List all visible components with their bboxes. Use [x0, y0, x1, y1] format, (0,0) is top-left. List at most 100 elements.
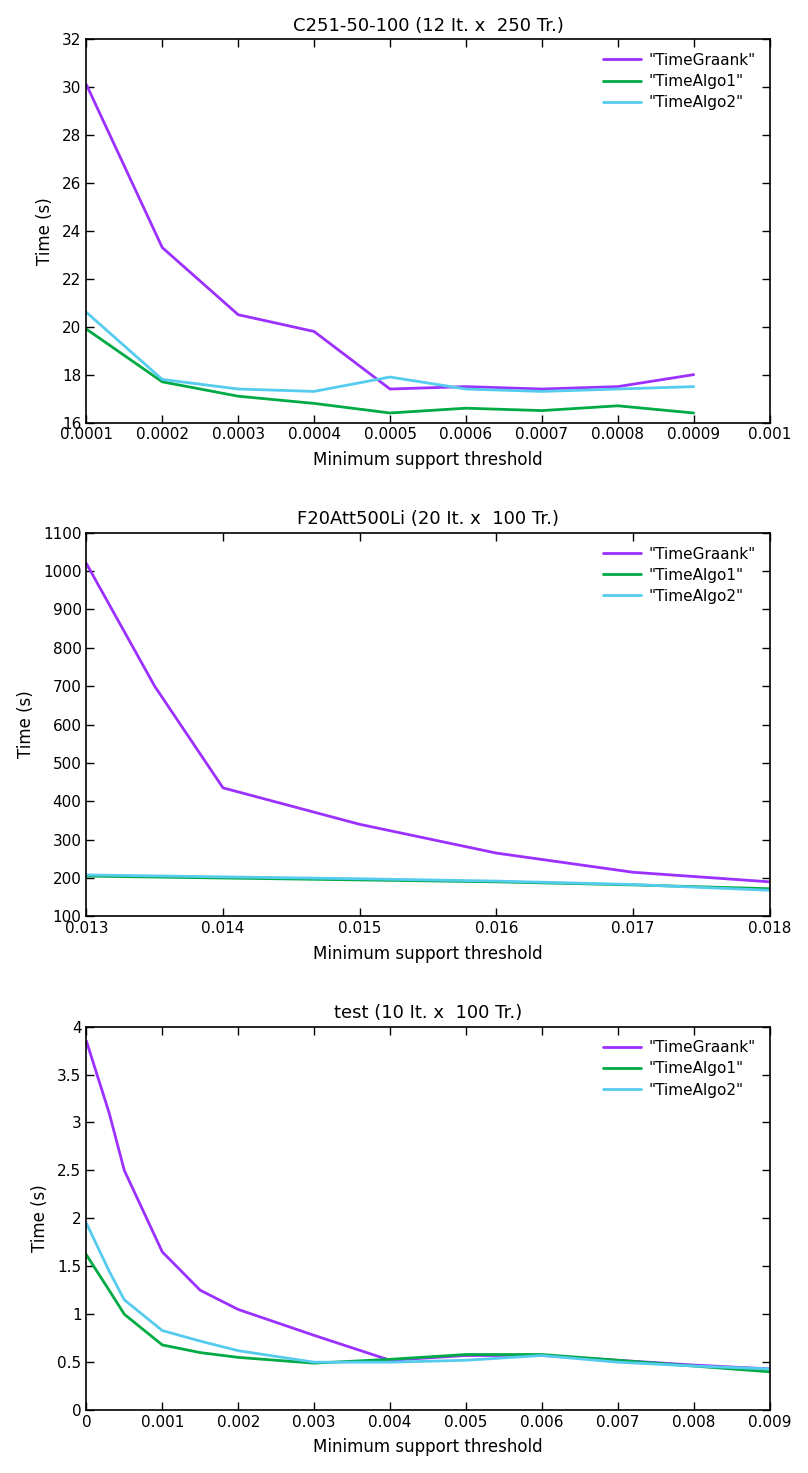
"TimeAlgo2" [196, 1332, 205, 1349]
"TimeGraank" [158, 239, 167, 256]
"TimeAlgo2" [234, 380, 243, 398]
"TimeAlgo2" [613, 380, 623, 398]
Line: "TimeAlgo1": "TimeAlgo1" [86, 876, 769, 888]
Title: C251-50-100 (12 It. x  250 Tr.): C251-50-100 (12 It. x 250 Tr.) [292, 16, 563, 35]
"TimeAlgo1" [158, 1336, 167, 1354]
"TimeGraank" [82, 1033, 91, 1050]
X-axis label: Minimum support threshold: Minimum support threshold [314, 451, 543, 468]
"TimeAlgo1" [120, 1305, 129, 1323]
"TimeAlgo2" [309, 1354, 319, 1371]
Line: "TimeGraank": "TimeGraank" [86, 84, 694, 389]
Y-axis label: Time (s): Time (s) [17, 691, 35, 759]
"TimeAlgo2" [355, 871, 364, 888]
"TimeGraank" [385, 1351, 395, 1368]
Line: "TimeAlgo2": "TimeAlgo2" [86, 1223, 769, 1368]
"TimeAlgo1" [355, 871, 364, 888]
"TimeAlgo1" [104, 1282, 114, 1299]
"TimeGraank" [537, 1346, 547, 1364]
"TimeGraank" [355, 816, 364, 834]
Line: "TimeAlgo2": "TimeAlgo2" [86, 875, 769, 890]
"TimeAlgo1" [461, 1346, 471, 1364]
"TimeAlgo1" [218, 869, 228, 887]
"TimeAlgo2" [104, 1262, 114, 1280]
"TimeGraank" [689, 365, 699, 383]
"TimeAlgo2" [158, 1321, 167, 1339]
"TimeGraank" [120, 1162, 129, 1180]
"TimeAlgo1" [158, 373, 167, 390]
"TimeAlgo2" [218, 868, 228, 885]
"TimeGraank" [613, 377, 623, 395]
"TimeAlgo1" [689, 1357, 699, 1374]
"TimeAlgo1" [764, 1363, 774, 1380]
"TimeAlgo1" [613, 1351, 623, 1368]
"TimeGraank" [461, 1346, 471, 1364]
"TimeGraank" [82, 75, 91, 93]
"TimeGraank" [234, 306, 243, 324]
Line: "TimeAlgo2": "TimeAlgo2" [86, 312, 694, 392]
"TimeAlgo1" [196, 1343, 205, 1361]
"TimeGraank" [149, 678, 159, 695]
"TimeGraank" [613, 1351, 623, 1368]
"TimeGraank" [309, 323, 319, 340]
Y-axis label: Time (s): Time (s) [36, 197, 54, 265]
"TimeAlgo1" [234, 1349, 243, 1367]
"TimeAlgo2" [491, 872, 501, 890]
Line: "TimeGraank": "TimeGraank" [86, 1041, 769, 1368]
"TimeAlgo2" [764, 1360, 774, 1377]
"TimeAlgo1" [309, 1354, 319, 1371]
"TimeAlgo1" [385, 1351, 395, 1368]
"TimeAlgo2" [82, 1214, 91, 1231]
"TimeAlgo2" [537, 1346, 547, 1364]
Y-axis label: Time (s): Time (s) [31, 1184, 49, 1252]
"TimeAlgo2" [234, 1342, 243, 1360]
"TimeGraank" [628, 863, 638, 881]
"TimeAlgo2" [461, 380, 471, 398]
"TimeAlgo2" [689, 1357, 699, 1374]
Line: "TimeAlgo1": "TimeAlgo1" [86, 328, 694, 412]
"TimeGraank" [385, 380, 395, 398]
Title: F20Att500Li (20 It. x  100 Tr.): F20Att500Li (20 It. x 100 Tr.) [297, 511, 559, 529]
"TimeAlgo2" [120, 1290, 129, 1308]
"TimeAlgo1" [385, 404, 395, 421]
"TimeAlgo1" [628, 876, 638, 894]
"TimeAlgo1" [537, 1346, 547, 1364]
Legend: "TimeGraank", "TimeAlgo1", "TimeAlgo2": "TimeGraank", "TimeAlgo1", "TimeAlgo2" [596, 47, 762, 116]
"TimeAlgo2" [689, 377, 699, 395]
"TimeGraank" [491, 844, 501, 862]
"TimeGraank" [158, 1243, 167, 1261]
"TimeAlgo1" [613, 396, 623, 414]
"TimeGraank" [309, 1327, 319, 1345]
Line: "TimeGraank": "TimeGraank" [86, 564, 769, 882]
"TimeAlgo1" [537, 402, 547, 420]
"TimeAlgo2" [385, 1354, 395, 1371]
"TimeGraank" [234, 1301, 243, 1318]
Legend: "TimeGraank", "TimeAlgo1", "TimeAlgo2": "TimeGraank", "TimeAlgo1", "TimeAlgo2" [596, 541, 762, 610]
"TimeGraank" [689, 1357, 699, 1374]
"TimeGraank" [218, 779, 228, 797]
"TimeGraank" [196, 1282, 205, 1299]
"TimeAlgo1" [764, 879, 774, 897]
"TimeAlgo1" [309, 395, 319, 412]
"TimeAlgo1" [82, 868, 91, 885]
"TimeGraank" [82, 555, 91, 573]
"TimeAlgo2" [309, 383, 319, 401]
"TimeGraank" [461, 377, 471, 395]
"TimeAlgo2" [82, 303, 91, 321]
X-axis label: Minimum support threshold: Minimum support threshold [314, 1438, 543, 1457]
"TimeAlgo2" [613, 1354, 623, 1371]
"TimeGraank" [104, 1105, 114, 1122]
"TimeAlgo2" [461, 1351, 471, 1368]
"TimeAlgo1" [461, 399, 471, 417]
"TimeGraank" [764, 1360, 774, 1377]
"TimeAlgo1" [689, 404, 699, 421]
"TimeGraank" [764, 873, 774, 891]
"TimeAlgo2" [385, 368, 395, 386]
"TimeAlgo1" [82, 1246, 91, 1264]
X-axis label: Minimum support threshold: Minimum support threshold [314, 944, 543, 962]
"TimeAlgo2" [537, 383, 547, 401]
"TimeAlgo2" [628, 875, 638, 893]
"TimeAlgo1" [82, 320, 91, 337]
Legend: "TimeGraank", "TimeAlgo1", "TimeAlgo2": "TimeGraank", "TimeAlgo1", "TimeAlgo2" [596, 1034, 762, 1103]
Line: "TimeAlgo1": "TimeAlgo1" [86, 1255, 769, 1371]
"TimeAlgo2" [764, 881, 774, 899]
